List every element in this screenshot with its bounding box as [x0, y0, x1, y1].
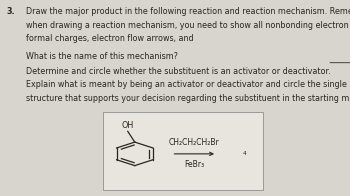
- Text: What is the name of this mechanism?: What is the name of this mechanism?: [26, 52, 178, 61]
- Text: FeBr₃: FeBr₃: [184, 160, 204, 169]
- Text: 4: 4: [243, 151, 247, 156]
- Text: CH₂CH₂CH₂Br: CH₂CH₂CH₂Br: [169, 138, 220, 147]
- Text: formal charges, electron flow arrows, and: formal charges, electron flow arrows, an…: [26, 34, 196, 43]
- Text: Explain what is meant by being an activator or deactivator and circle the single: Explain what is meant by being an activa…: [26, 80, 350, 89]
- Text: structure that supports your decision regarding the substituent in the starting : structure that supports your decision re…: [26, 94, 350, 103]
- Text: when drawing a reaction mechanism, you need to show all nonbonding electron pair: when drawing a reaction mechanism, you n…: [26, 21, 350, 30]
- Bar: [103, 112, 262, 190]
- Text: 3.: 3.: [6, 7, 15, 16]
- Text: Determine and circle whether the substituent is an activator or deactivator.: Determine and circle whether the substit…: [26, 67, 331, 76]
- Text: Draw the major product in the following reaction and reaction mechanism. Remembe: Draw the major product in the following …: [26, 7, 350, 16]
- Text: OH: OH: [122, 121, 134, 130]
